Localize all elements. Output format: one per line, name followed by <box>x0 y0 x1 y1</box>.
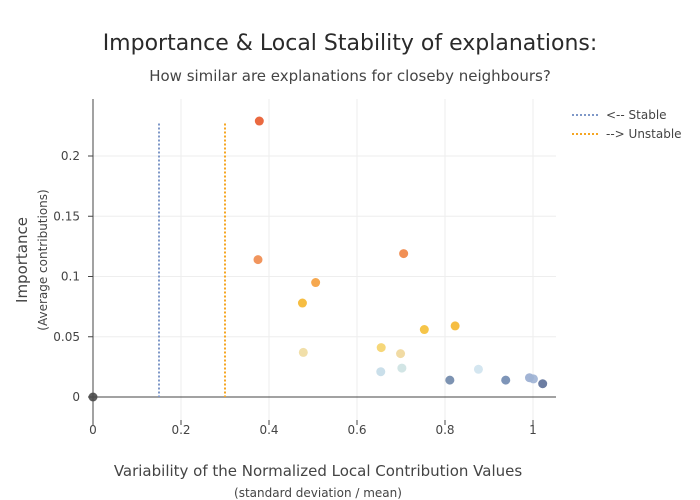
y-tick-label: 0.1 <box>61 270 80 284</box>
data-point <box>528 374 538 384</box>
data-point <box>473 364 483 374</box>
data-points <box>88 116 548 402</box>
data-point <box>254 116 264 126</box>
reference-lines <box>158 123 226 397</box>
x-tick-label: 0.6 <box>347 423 366 437</box>
data-point <box>376 343 386 353</box>
x-axis-sublabel: (standard deviation / mean) <box>234 486 402 500</box>
data-point <box>311 278 321 288</box>
y-tick-label: 0.2 <box>61 149 80 163</box>
gridlines <box>93 99 556 420</box>
data-point <box>538 379 548 389</box>
data-point <box>253 255 263 265</box>
x-tick-label: 0.4 <box>259 423 278 437</box>
y-axis-ticks: 0 0.05 0.1 0.15 0.2 <box>53 149 93 404</box>
legend-label-stable: <-- Stable <box>606 108 667 122</box>
data-point <box>396 349 406 359</box>
y-axis-sublabel: (Average contributions) <box>36 189 50 330</box>
x-axis-ticks: 0 0.2 0.4 0.6 0.8 1 <box>89 420 537 437</box>
data-point <box>298 347 308 357</box>
data-point <box>399 249 409 259</box>
x-tick-label: 1 <box>529 423 537 437</box>
data-point <box>450 321 460 331</box>
legend-label-unstable: --> Unstable <box>606 127 682 141</box>
data-point <box>445 375 455 385</box>
x-tick-label: 0.8 <box>435 423 454 437</box>
x-axis-label: Variability of the Normalized Local Cont… <box>114 462 523 480</box>
data-point <box>376 367 386 377</box>
data-point <box>419 325 429 335</box>
y-tick-label: 0 <box>72 390 80 404</box>
data-point <box>88 392 98 402</box>
chart-title: Importance & Local Stability of explanat… <box>103 31 598 56</box>
y-tick-label: 0.15 <box>53 209 80 223</box>
chart-subtitle: How similar are explanations for closeby… <box>149 67 551 85</box>
data-point <box>501 375 511 385</box>
axes <box>92 99 556 420</box>
x-tick-label: 0 <box>89 423 97 437</box>
y-axis-label: Importance <box>13 217 31 303</box>
data-point <box>397 363 407 373</box>
y-tick-label: 0.05 <box>53 330 80 344</box>
legend: <-- Stable --> Unstable <box>572 108 682 141</box>
data-point <box>297 298 307 308</box>
x-tick-label: 0.2 <box>171 423 190 437</box>
